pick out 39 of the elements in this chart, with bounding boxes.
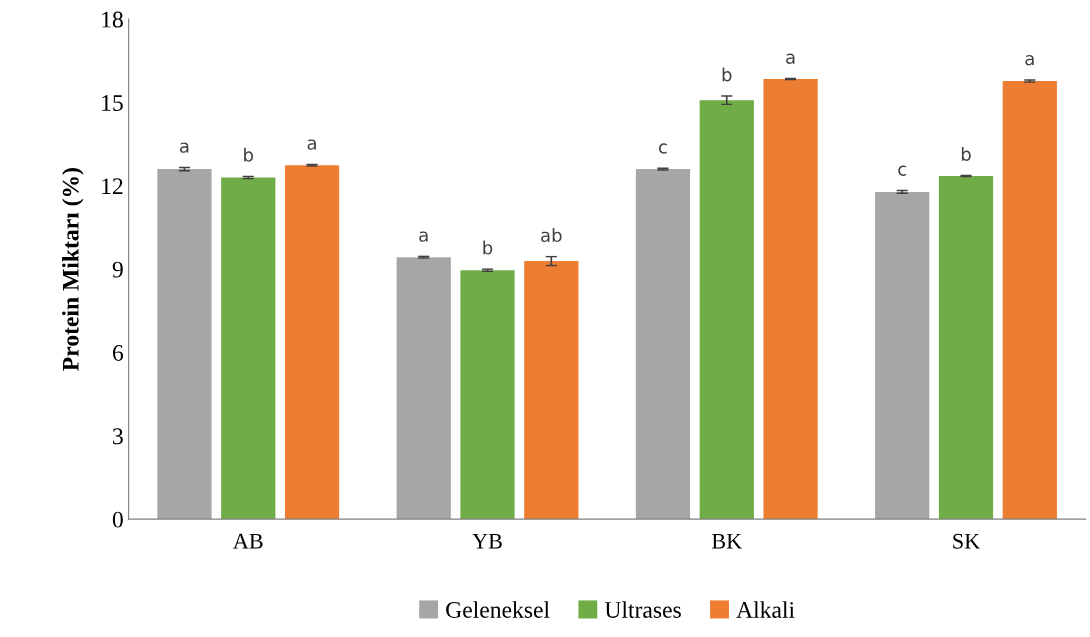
data-label: a: [1025, 54, 1034, 66]
bar: [635, 169, 691, 520]
bar: [938, 176, 994, 520]
data-label: ab: [541, 228, 562, 243]
bar: [875, 191, 930, 520]
bar: [763, 79, 818, 520]
legend-label: Alkali: [736, 601, 795, 618]
bar: [284, 165, 340, 520]
y-tick-label: 3: [113, 428, 123, 445]
y-axis-title: Protein Miktarı (%): [62, 168, 84, 371]
y-tick-label: 18: [102, 11, 123, 28]
data-label: a: [419, 231, 428, 242]
data-label: b: [961, 146, 971, 161]
bar: [460, 270, 515, 520]
bar: [221, 177, 276, 520]
bar: [699, 100, 754, 520]
data-label: c: [658, 143, 667, 154]
data-label: a: [786, 53, 795, 64]
bar: [157, 169, 212, 520]
x-tick-label: SK: [953, 533, 980, 549]
data-label: a: [180, 142, 189, 153]
x-tick-label: BK: [711, 533, 742, 549]
bar: [1002, 81, 1057, 520]
y-tick-label: 0: [112, 511, 123, 528]
data-label: c: [898, 165, 907, 176]
legend-label: Ultrases: [604, 601, 681, 618]
x-tick-label: AB: [233, 533, 263, 549]
bar: [524, 261, 579, 520]
data-label: b: [722, 67, 732, 82]
data-label: b: [483, 240, 493, 255]
legend-label: Geleneksel: [446, 601, 550, 618]
data-label: a: [307, 139, 316, 150]
data-label: b: [244, 147, 253, 162]
y-tick-label: 12: [102, 178, 123, 194]
y-tick-label: 15: [102, 95, 123, 111]
y-tick-label: 6: [112, 345, 124, 361]
y-tick-label: 9: [112, 261, 123, 278]
bar: [396, 257, 451, 520]
x-tick-label: YB: [472, 533, 502, 549]
